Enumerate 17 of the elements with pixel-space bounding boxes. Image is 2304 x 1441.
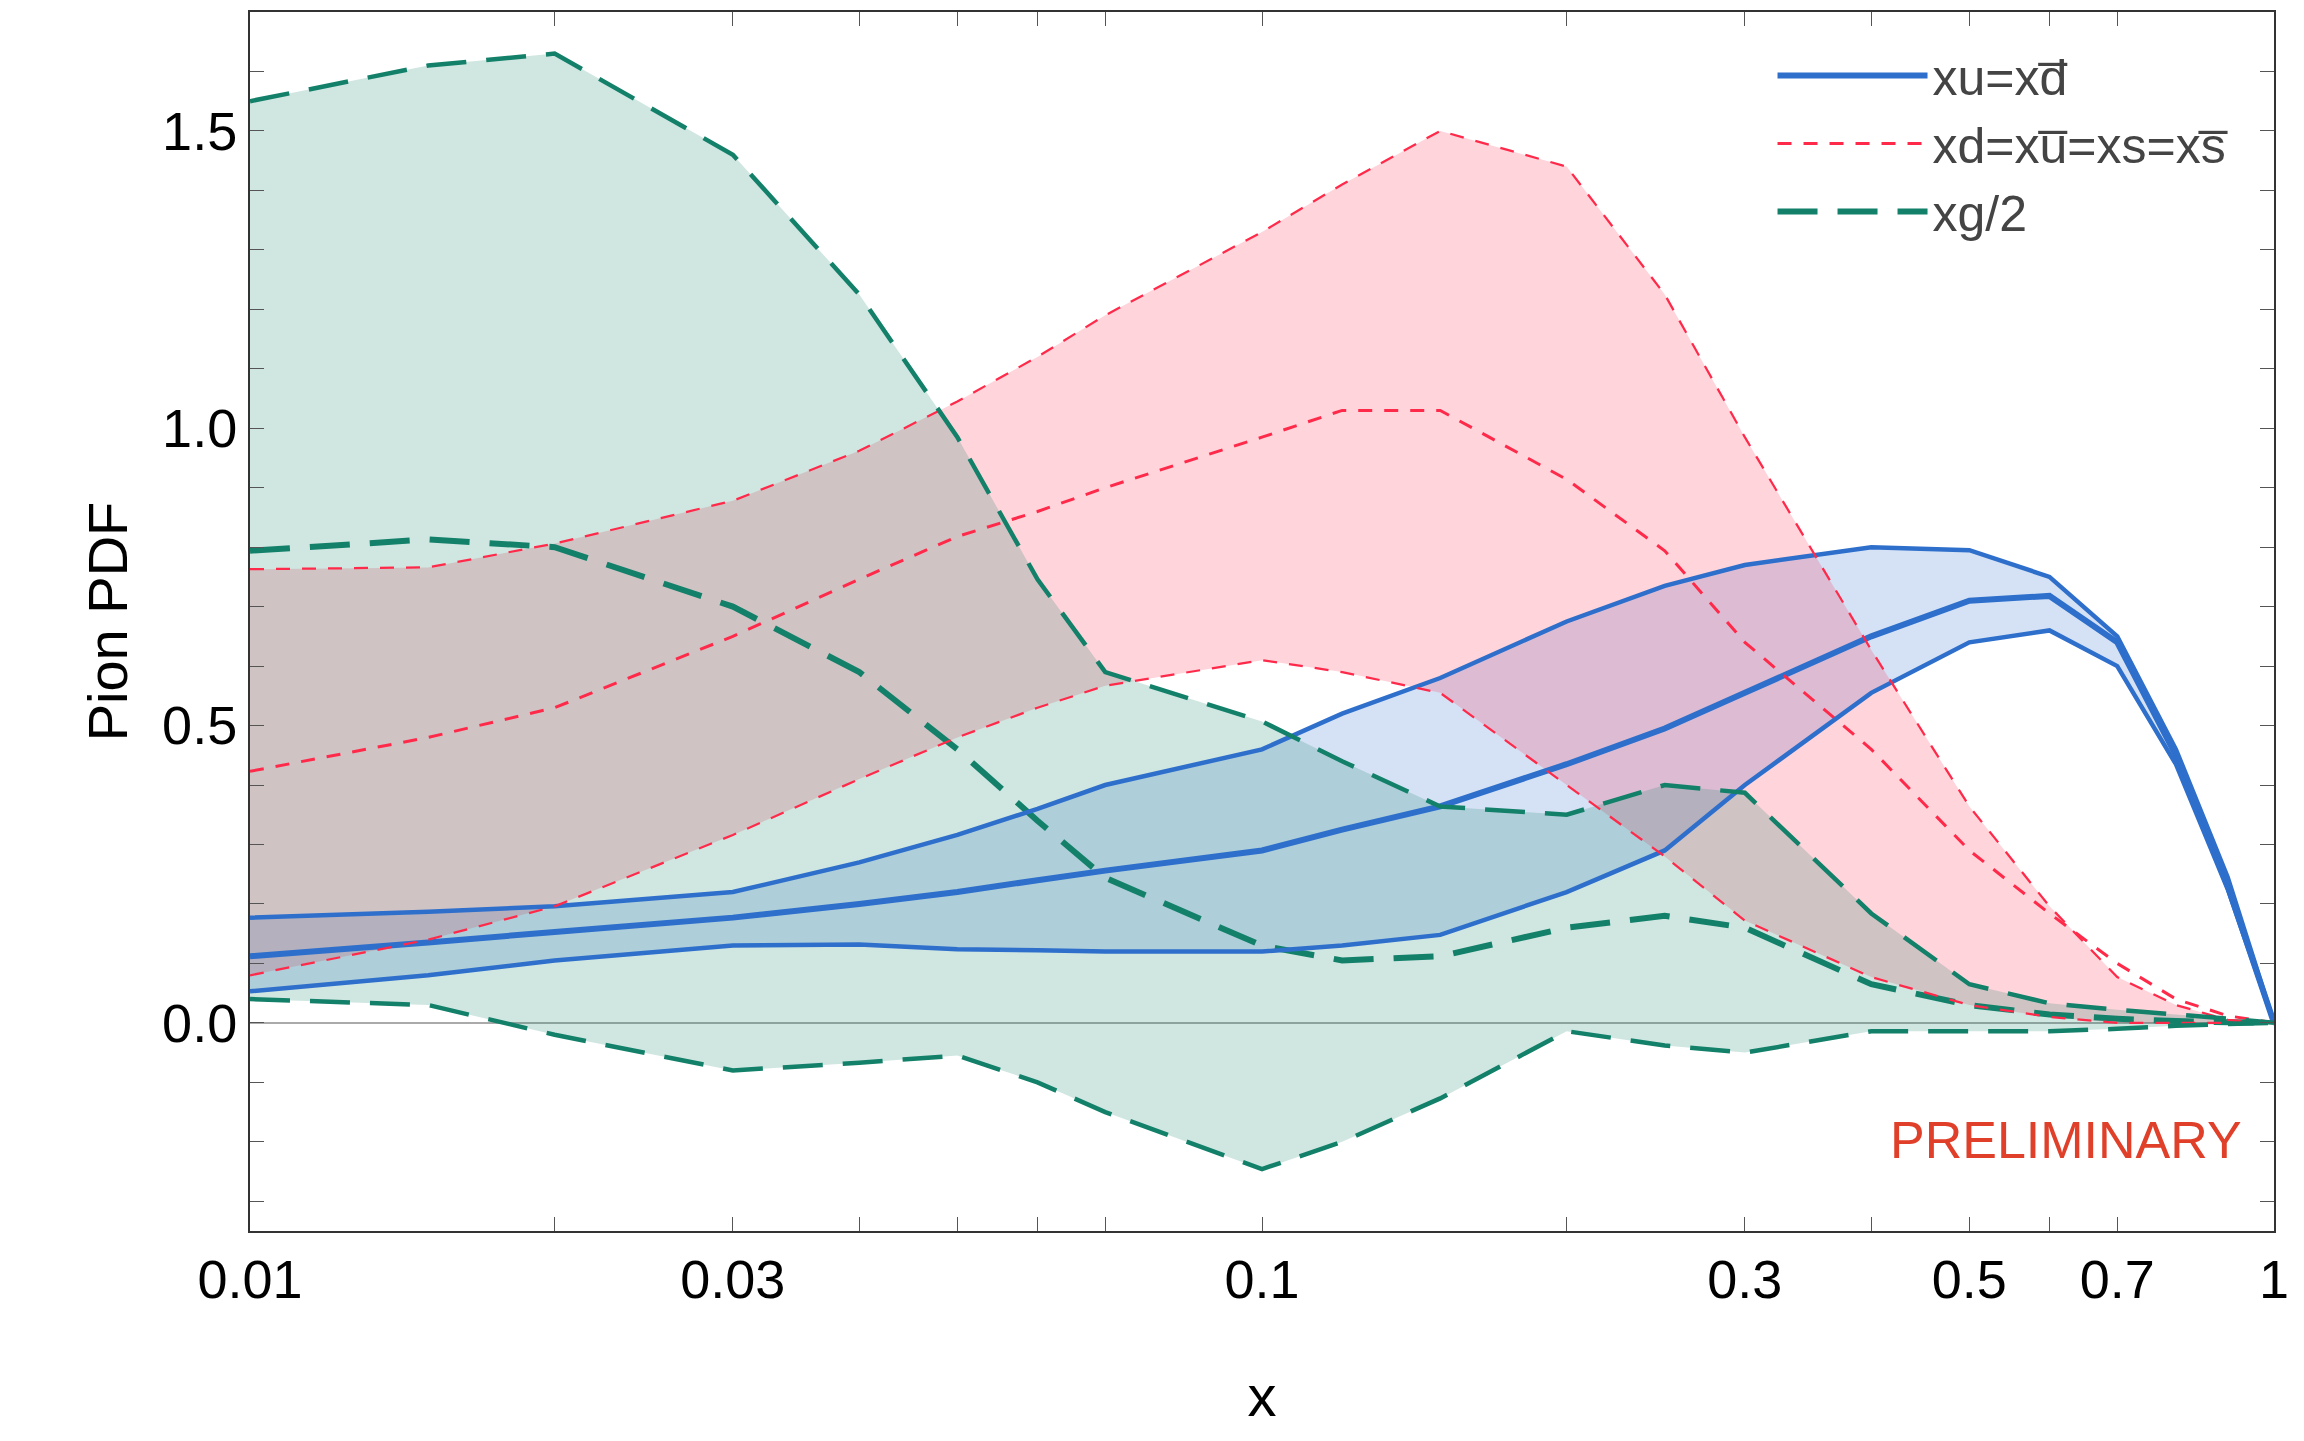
x-tick-label: 0.3 xyxy=(1707,1248,1783,1309)
y-tick-label: 1.0 xyxy=(162,398,238,459)
legend-label: xd=xu̅=xs=xs̅ xyxy=(1932,117,2228,174)
x-tick-label: 1 xyxy=(2258,1248,2290,1309)
y-tick-label: 1.5 xyxy=(162,100,238,161)
y-axis-title: Pion PDF xyxy=(76,501,139,742)
x-tick-label: 0.01 xyxy=(197,1248,303,1309)
x-tick-label: 0.7 xyxy=(2079,1248,2155,1309)
y-tick-label: 0.0 xyxy=(162,992,238,1053)
x-tick-label: 0.03 xyxy=(680,1248,786,1309)
x-axis-title: x xyxy=(1247,1363,1277,1428)
legend-label: xg/2 xyxy=(1932,185,2028,242)
x-tick-label: 0.1 xyxy=(1224,1248,1300,1309)
y-tick-label: 0.5 xyxy=(162,695,238,756)
x-tick-label: 0.5 xyxy=(1931,1248,2007,1309)
annotation: PRELIMINARY xyxy=(1890,1111,2242,1169)
legend-label: xu=xd̅ xyxy=(1932,49,2068,106)
